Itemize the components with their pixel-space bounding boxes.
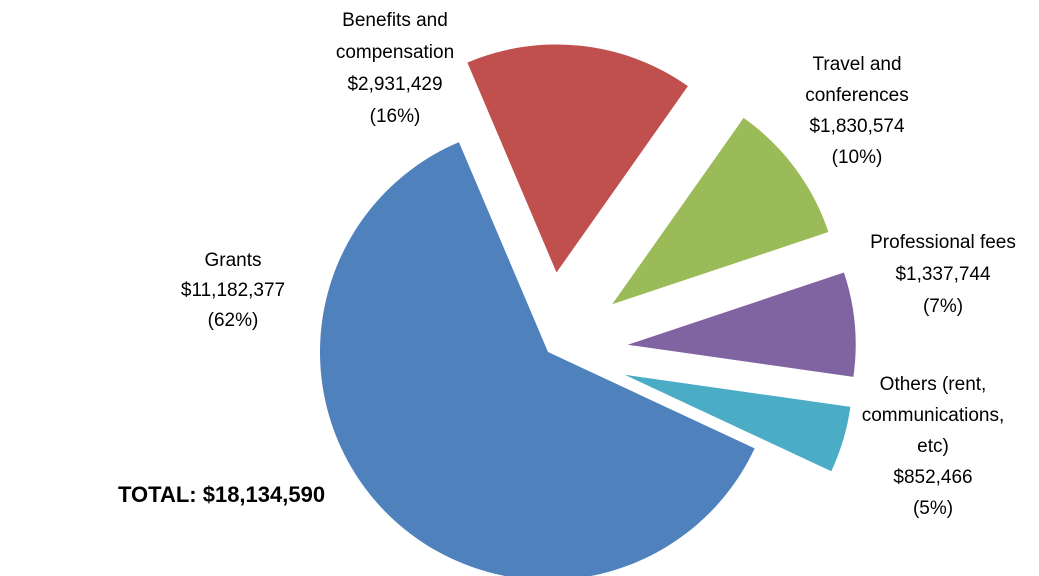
slice-label: Travel and conferences $1,830,574 (10%) xyxy=(805,54,909,168)
total-label: TOTAL: $18,134,590 xyxy=(118,482,325,507)
slice-label: Others (rent, communications, etc) $852,466… xyxy=(862,374,1005,519)
pie-slice xyxy=(612,117,829,305)
pie-slice xyxy=(624,374,851,472)
slice-label: Grants $11,182,377 (62%) xyxy=(181,250,285,331)
slice-label: Professional fees $1,337,744 (7%) xyxy=(870,232,1016,317)
pie-slice xyxy=(320,142,755,576)
slice-label: Benefits and compensation $2,931,429 (16%) xyxy=(336,10,454,127)
pie-slice xyxy=(627,272,856,377)
slice-labels: Grants $11,182,377 (62%) Benefits and compen… xyxy=(181,10,1016,519)
pie-slices xyxy=(320,44,856,576)
pie-slice xyxy=(467,44,688,273)
